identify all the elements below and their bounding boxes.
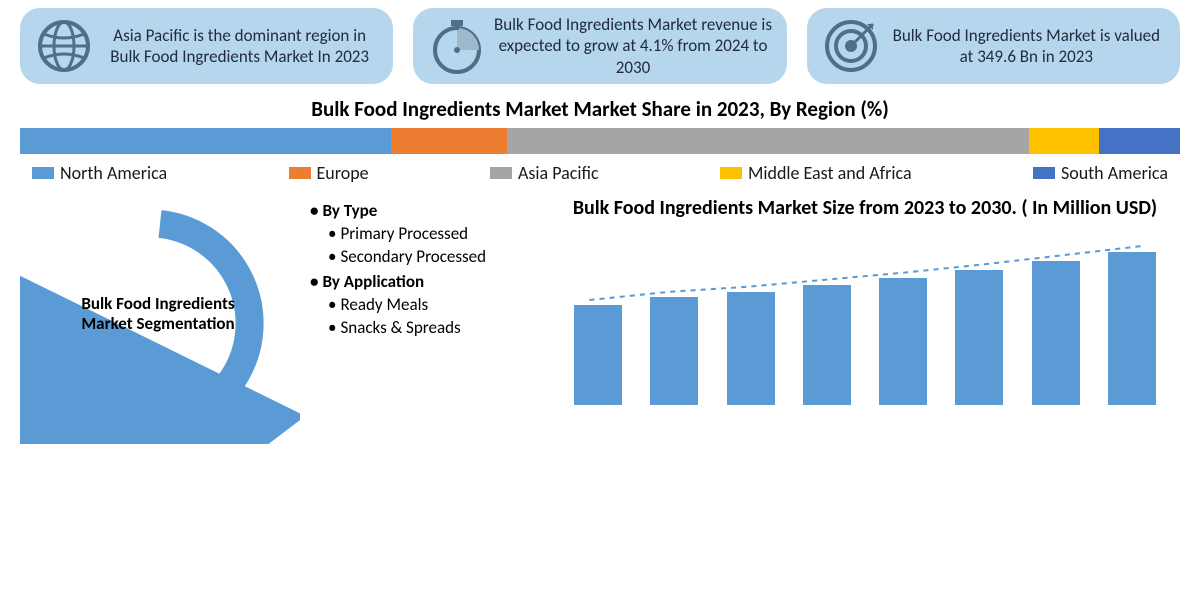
legend-swatch [720, 167, 742, 179]
bar [1108, 252, 1156, 405]
bar [955, 270, 1003, 405]
legend-label: Asia Pacific [518, 162, 599, 184]
share-segment [391, 128, 507, 154]
bar [879, 278, 927, 405]
segmentation-list: By TypePrimary ProcessedSecondary Proces… [310, 194, 540, 444]
size-chart-title: Bulk Food Ingredients Market Size from 2… [550, 196, 1180, 221]
stopwatch-icon [427, 16, 487, 76]
segmentation-item: Snacks & Spreads [328, 317, 540, 340]
legend-label: North America [60, 162, 167, 184]
legend-swatch [490, 167, 512, 179]
share-legend: North America Europe Asia Pacific Middle Ea… [20, 162, 1180, 184]
legend-item: Middle East and Africa [720, 162, 912, 184]
legend-swatch [289, 167, 311, 179]
share-title: Bulk Food Ingredients Market Market Shar… [20, 96, 1180, 122]
legend-swatch [32, 167, 54, 179]
segmentation-item: Primary Processed [328, 223, 540, 246]
share-segment [1099, 128, 1180, 154]
legend-item: Asia Pacific [490, 162, 599, 184]
legend-label: South America [1061, 162, 1168, 184]
callout-text: Bulk Food Ingredients Market is valued a… [887, 25, 1166, 68]
segmentation-heading: By Application [310, 271, 540, 292]
segmentation-label: Bulk Food Ingredients Market Segmentatio… [68, 294, 248, 335]
bar [650, 297, 698, 405]
callout-row: Asia Pacific is the dominant region in B… [20, 8, 1180, 84]
bar [1032, 261, 1080, 405]
callout-region: Asia Pacific is the dominant region in B… [20, 8, 393, 84]
share-segment [1029, 128, 1099, 154]
legend-item: Europe [289, 162, 369, 184]
segmentation-ring-col: Bulk Food Ingredients Market Segmentatio… [20, 194, 300, 444]
trend-line [550, 235, 1180, 408]
globe-icon [34, 16, 94, 76]
callout-text: Asia Pacific is the dominant region in B… [100, 25, 379, 68]
share-bar [20, 128, 1180, 154]
legend-label: Middle East and Africa [748, 162, 912, 184]
bar [803, 285, 851, 405]
share-segment [20, 128, 391, 154]
segmentation-heading: By Type [310, 200, 540, 221]
callout-value: Bulk Food Ingredients Market is valued a… [807, 8, 1180, 84]
segmentation-item: Ready Meals [328, 294, 540, 317]
size-chart: Bulk Food Ingredients Market Size from 2… [550, 194, 1180, 444]
size-chart-bars [550, 235, 1180, 405]
share-segment [507, 128, 1029, 154]
bar [574, 305, 622, 405]
target-icon [821, 16, 881, 76]
legend-swatch [1033, 167, 1055, 179]
legend-item: South America [1033, 162, 1168, 184]
legend-item: North America [32, 162, 167, 184]
segmentation-item: Secondary Processed [328, 246, 540, 269]
callout-growth: Bulk Food Ingredients Market revenue is … [413, 8, 786, 84]
legend-label: Europe [317, 162, 369, 184]
callout-text: Bulk Food Ingredients Market revenue is … [493, 14, 772, 78]
bar [727, 292, 775, 405]
lower-section: Bulk Food Ingredients Market Segmentatio… [20, 194, 1180, 444]
